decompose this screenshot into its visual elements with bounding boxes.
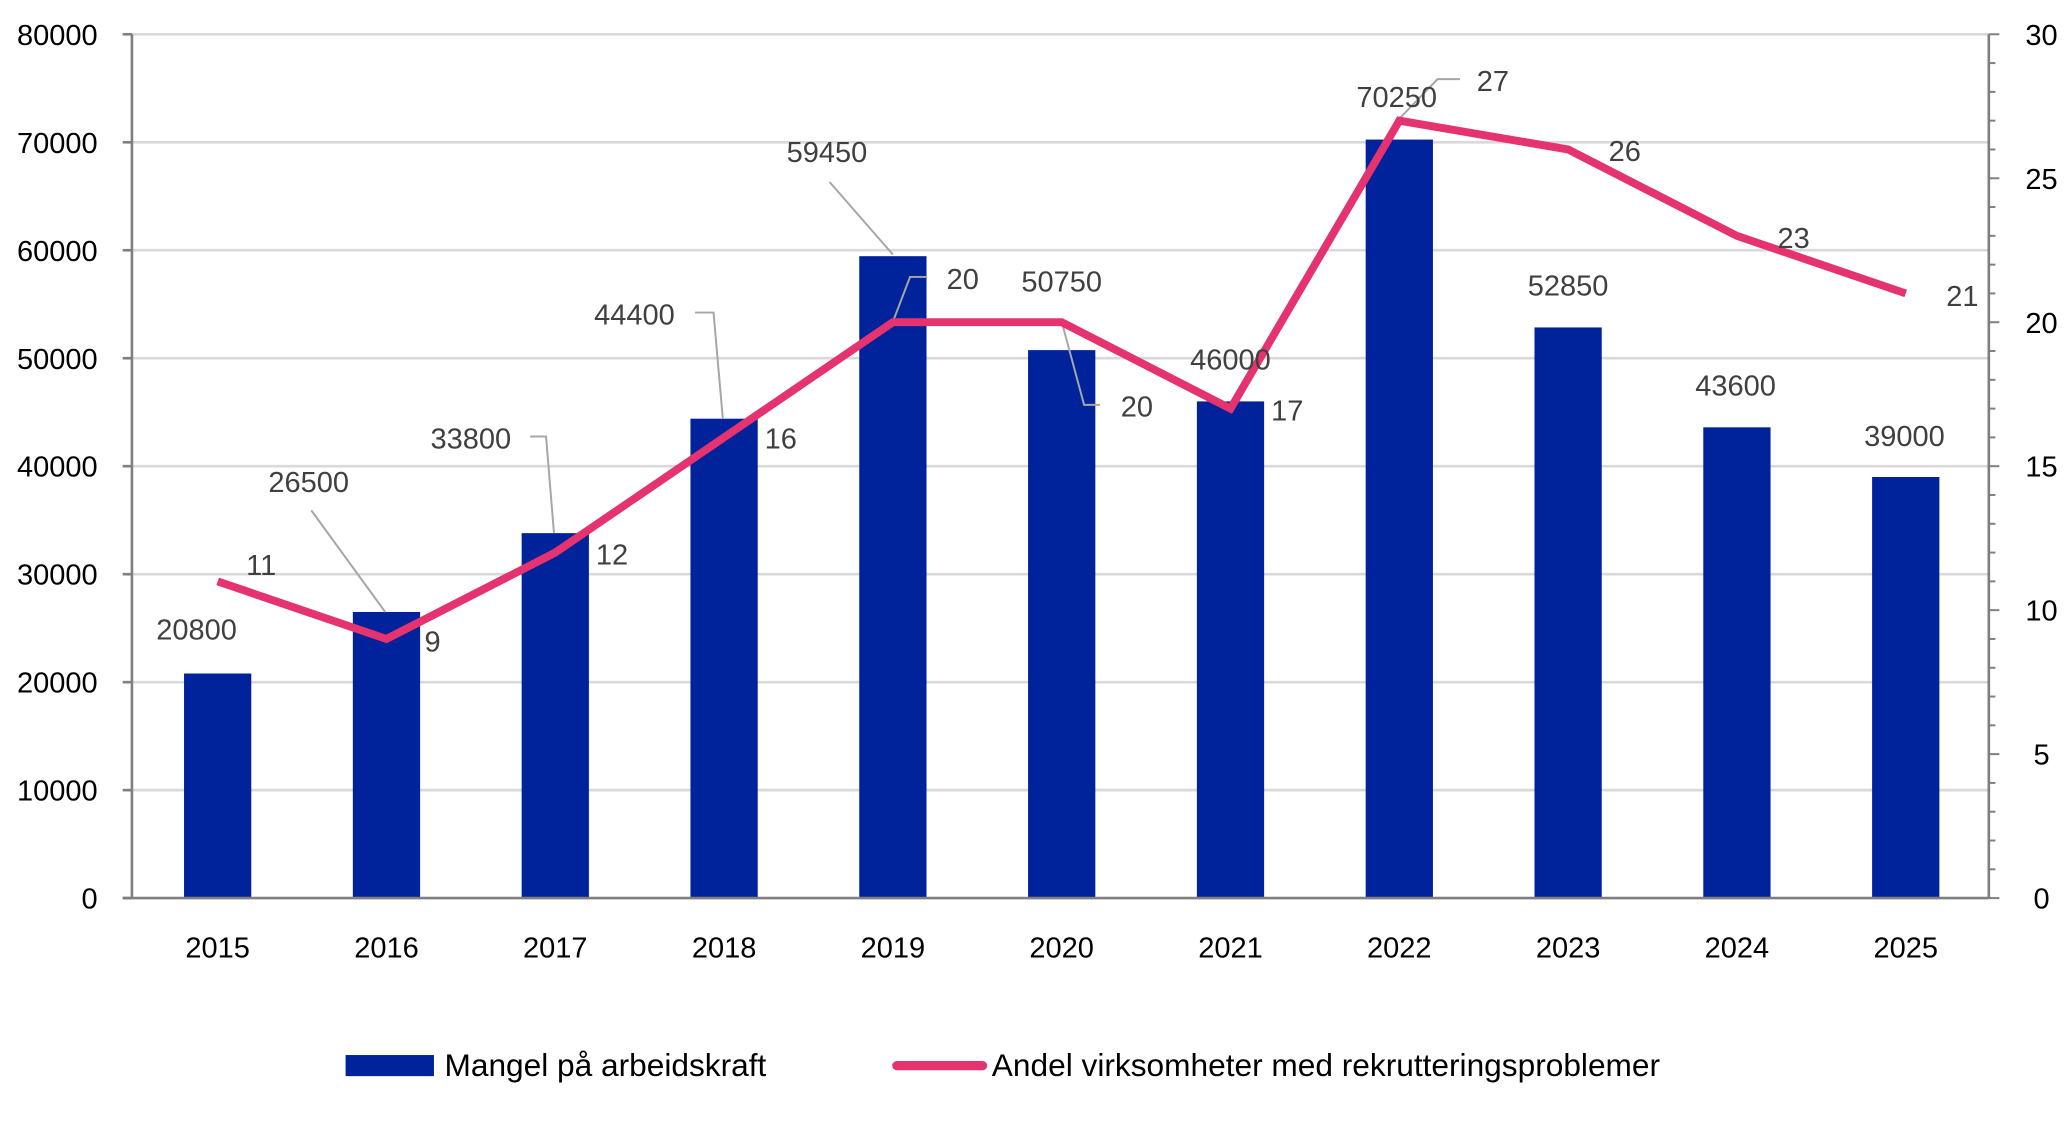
leader-line xyxy=(1060,321,1100,406)
bar-2016 xyxy=(352,611,421,899)
line-value-label: 20 xyxy=(947,264,979,296)
bar-2022 xyxy=(1365,139,1433,899)
leader-line xyxy=(530,435,555,533)
data-labels: 20800 11 26500 9 33800 12 44400 16 59450 20 50750 2… xyxy=(156,66,1978,658)
bar-value-label: 44400 xyxy=(594,299,675,331)
line-value-label: 21 xyxy=(1946,281,1978,313)
x-tick-label: 2018 xyxy=(692,932,757,964)
bar-series xyxy=(184,139,1940,899)
x-tick-label: 2022 xyxy=(1367,932,1432,964)
bar-2020 xyxy=(1028,350,1096,899)
bar-value-label: 46000 xyxy=(1190,344,1271,376)
left-tick-label: 10000 xyxy=(17,776,98,808)
bar-2024 xyxy=(1703,427,1771,899)
bar-value-label: 52850 xyxy=(1528,270,1609,302)
bar-value-label: 26500 xyxy=(268,467,349,499)
left-tick-label: 60000 xyxy=(17,236,98,268)
bar-2019 xyxy=(859,256,927,899)
line-value-label: 11 xyxy=(246,550,276,582)
line-series xyxy=(216,116,1908,644)
left-tick-label: 80000 xyxy=(17,20,98,52)
x-tick-label: 2024 xyxy=(1705,932,1770,964)
leader-line xyxy=(310,509,386,613)
left-tick-label: 50000 xyxy=(17,344,98,376)
bar-value-label: 50750 xyxy=(1021,266,1102,298)
line-value-label: 27 xyxy=(1477,66,1509,98)
bar-2017 xyxy=(521,533,589,899)
legend-swatch-bar xyxy=(345,1055,434,1077)
right-tick-label: 25 xyxy=(2025,164,2057,196)
line-value-label: 26 xyxy=(1609,136,1641,168)
axes: 0 10000 20000 30000 40000 50000 60000 70000 8000… xyxy=(17,20,2058,965)
x-tick-label: 2016 xyxy=(354,932,419,964)
legend: Mangel på arbeidskraft Andel virksomhete… xyxy=(345,1047,1661,1083)
right-tick-label: 30 xyxy=(2025,20,2057,52)
right-tick-label: 0 xyxy=(2033,884,2049,916)
x-tick-label: 2020 xyxy=(1029,932,1094,964)
bar-2023 xyxy=(1534,327,1602,899)
legend-label-line: Andel virksomheter med rekrutteringsprob… xyxy=(992,1047,1661,1083)
leader-line xyxy=(891,275,928,323)
line-value-label: 12 xyxy=(596,539,628,571)
right-tick-label: 15 xyxy=(2025,452,2057,484)
left-tick-label: 30000 xyxy=(17,560,98,592)
bar-2021 xyxy=(1196,401,1265,899)
line-value-label: 17 xyxy=(1271,396,1303,428)
x-tick-label: 2023 xyxy=(1536,932,1601,964)
bar-value-label: 70250 xyxy=(1356,82,1437,114)
right-tick-label: 10 xyxy=(2025,596,2057,628)
line-value-label: 20 xyxy=(1121,392,1153,424)
line-value-label: 9 xyxy=(425,626,441,658)
bar-value-label: 33800 xyxy=(431,423,512,455)
right-tick-label: 5 xyxy=(2033,740,2049,772)
x-tick-label: 2017 xyxy=(523,932,588,964)
line-value-label: 16 xyxy=(765,423,797,455)
left-tick-label: 70000 xyxy=(17,128,98,160)
bar-value-label: 39000 xyxy=(1864,421,1945,453)
bar-2015 xyxy=(184,673,252,899)
right-tick-label: 20 xyxy=(2025,308,2057,340)
leader-line xyxy=(695,311,724,419)
left-tick-label: 20000 xyxy=(17,668,98,700)
x-tick-label: 2025 xyxy=(1873,932,1938,964)
label-leader-lines xyxy=(310,78,1460,613)
bar-2025 xyxy=(1872,476,1940,899)
left-tick-label: 0 xyxy=(82,884,98,916)
left-tick-label: 40000 xyxy=(17,452,98,484)
x-tick-label: 2019 xyxy=(861,932,926,964)
leader-line xyxy=(1398,78,1460,120)
x-tick-label: 2015 xyxy=(185,932,250,964)
bar-value-label: 20800 xyxy=(156,615,237,647)
bar-2018 xyxy=(690,418,758,899)
leader-line xyxy=(828,181,894,256)
legend-label-bar: Mangel på arbeidskraft xyxy=(444,1047,766,1083)
bar-value-label: 59450 xyxy=(787,137,868,169)
x-tick-label: 2021 xyxy=(1198,932,1263,964)
line-value-label: 23 xyxy=(1777,223,1809,255)
bar-value-label: 43600 xyxy=(1695,371,1776,403)
